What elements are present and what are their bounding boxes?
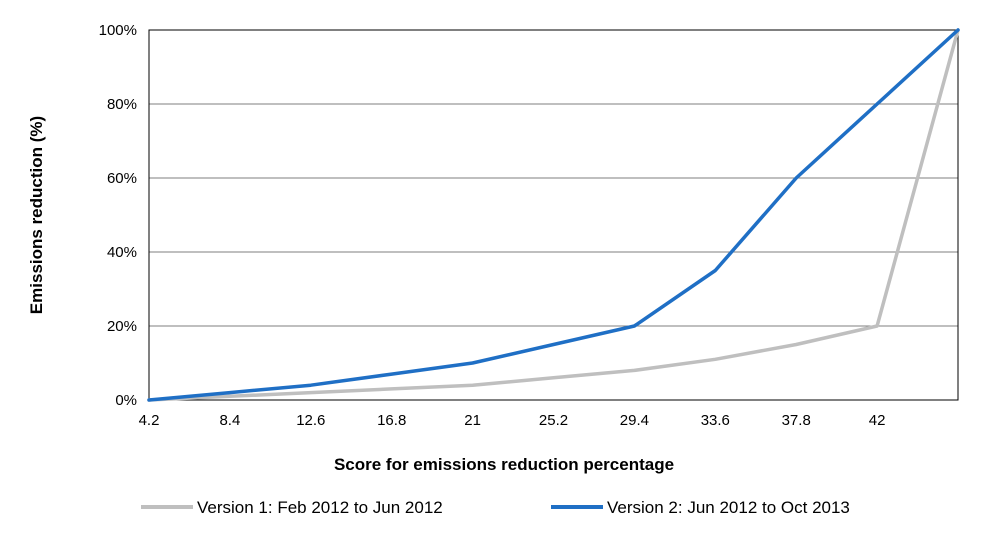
- series-line-2: [147, 28, 960, 402]
- x-tick-label: 12.6: [296, 412, 325, 429]
- y-tick-label: 0%: [115, 392, 137, 409]
- x-tick-label: 25.2: [539, 412, 568, 429]
- plot-area: [148, 29, 959, 401]
- x-tick-label: 4.2: [139, 412, 160, 429]
- y-axis-title: Emissions reduction (%): [27, 116, 46, 314]
- y-tick-label: 20%: [107, 318, 137, 335]
- y-axis-ticks: 0% 20% 40% 60% 80% 100%: [99, 22, 137, 409]
- legend-label: Version 2: Jun 2012 to Oct 2013: [607, 498, 850, 517]
- series-line-1: [147, 28, 960, 402]
- y-tick-label: 100%: [99, 22, 137, 39]
- x-tick-label: 33.6: [701, 412, 730, 429]
- x-tick-label: 16.8: [377, 412, 406, 429]
- x-tick-label: 21: [464, 412, 481, 429]
- x-axis-ticks: 4.2 8.4 12.6 16.8 21 25.2 29.4 33.6 37.8 42: [139, 412, 886, 429]
- y-tick-label: 80%: [107, 96, 137, 113]
- x-axis-title: Score for emissions reduction percentage: [334, 455, 674, 474]
- gridlines: [149, 103, 958, 327]
- x-tick-label: 42: [869, 412, 886, 429]
- series-layer: [147, 28, 960, 402]
- legend: Version 1: Feb 2012 to Jun 2012 Version 2…: [141, 498, 850, 517]
- x-tick-label: 29.4: [620, 412, 649, 429]
- y-tick-label: 60%: [107, 170, 137, 187]
- x-tick-label: 37.8: [782, 412, 811, 429]
- x-tick-label: 8.4: [219, 412, 240, 429]
- legend-label: Version 1: Feb 2012 to Jun 2012: [197, 498, 443, 517]
- y-tick-label: 40%: [107, 244, 137, 261]
